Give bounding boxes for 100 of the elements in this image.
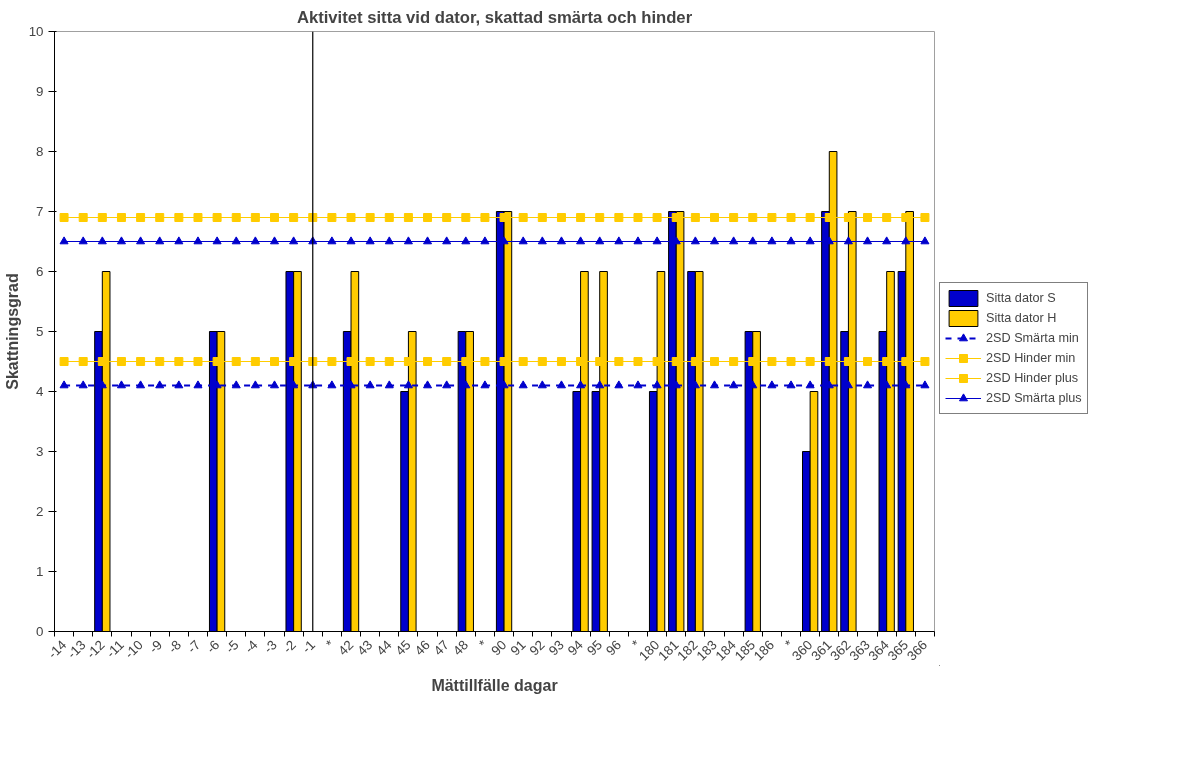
point <box>59 357 69 366</box>
point <box>786 236 796 245</box>
point <box>270 236 279 245</box>
point <box>480 380 490 389</box>
point <box>116 357 126 366</box>
point <box>786 213 796 222</box>
legend-label: 2SD Hinder plus <box>986 371 1079 385</box>
point <box>193 213 203 222</box>
point <box>97 236 107 245</box>
y-tick-label: 5 <box>36 324 44 339</box>
point <box>614 380 624 389</box>
point <box>920 236 930 245</box>
point <box>556 236 566 245</box>
point <box>614 357 624 366</box>
point <box>327 236 337 245</box>
point <box>863 236 873 245</box>
point <box>556 357 566 366</box>
point <box>116 380 126 389</box>
y-tick-label: 7 <box>36 204 44 219</box>
point <box>270 380 279 389</box>
legend-label: 2SD Hinder min <box>986 351 1076 365</box>
point <box>633 380 643 389</box>
chart-title: Aktivitet sitta vid dator, skattad smärta och hinder <box>296 7 693 27</box>
x-tick-label: -6 <box>203 637 223 657</box>
point <box>710 380 719 389</box>
point <box>155 213 165 222</box>
x-tick-label: 48 <box>450 637 472 659</box>
point <box>365 357 375 366</box>
point <box>710 213 719 222</box>
y-tick-label: 10 <box>28 24 44 39</box>
point <box>174 213 184 222</box>
point <box>652 236 662 245</box>
x-tick-label: 44 <box>373 636 395 659</box>
point <box>78 236 88 245</box>
x-tick-label: -8 <box>165 637 185 657</box>
point <box>901 236 911 245</box>
point <box>212 236 222 245</box>
x-tick-label: * <box>629 637 644 652</box>
x-tick-label: -14 <box>45 636 70 662</box>
point <box>786 357 796 366</box>
x-tick-label: * <box>782 637 797 652</box>
point <box>729 236 739 245</box>
point <box>384 357 394 366</box>
point <box>231 357 241 366</box>
point <box>518 213 528 222</box>
x-tick-label: -3 <box>260 637 280 657</box>
point <box>231 380 241 389</box>
point <box>327 380 337 389</box>
point <box>710 357 719 366</box>
point <box>537 213 547 222</box>
point <box>174 357 184 366</box>
point <box>537 357 547 366</box>
point <box>729 213 739 222</box>
point <box>174 236 184 245</box>
point <box>346 213 356 222</box>
point <box>461 236 471 245</box>
point <box>690 236 700 245</box>
point <box>537 236 547 245</box>
y-tick-label: 3 <box>36 444 44 459</box>
point <box>805 213 815 222</box>
point <box>748 236 758 245</box>
point <box>423 213 433 222</box>
point <box>767 213 777 222</box>
point <box>480 357 490 366</box>
point <box>863 213 873 222</box>
point <box>920 357 930 366</box>
x-tick-label: 92 <box>526 637 548 659</box>
legend-label: 2SD Smärta plus <box>986 391 1082 405</box>
point <box>155 236 165 245</box>
point <box>633 357 643 366</box>
point <box>633 213 643 222</box>
point <box>652 213 662 222</box>
x-tick-label: 46 <box>411 637 433 659</box>
point <box>537 380 547 389</box>
point <box>116 236 126 245</box>
point <box>882 213 892 222</box>
point <box>250 236 260 245</box>
point <box>346 236 356 245</box>
x-tick-label: -2 <box>279 637 299 657</box>
point <box>556 380 566 389</box>
point <box>250 213 260 222</box>
point <box>518 357 528 366</box>
point <box>59 236 69 245</box>
x-tick-label: * <box>322 637 338 652</box>
point <box>231 213 241 222</box>
point <box>710 236 719 245</box>
point <box>59 380 69 389</box>
point <box>59 213 69 222</box>
x-axis-title: Mättillfälle dagar <box>431 676 558 694</box>
point <box>480 236 490 245</box>
point <box>423 357 433 366</box>
y-tick-label: 0 <box>36 624 44 639</box>
x-tick-label: 96 <box>603 637 625 659</box>
point <box>518 380 528 389</box>
point <box>384 213 394 222</box>
point <box>556 213 566 222</box>
point <box>595 213 605 222</box>
point <box>805 236 815 245</box>
point <box>97 213 107 222</box>
point <box>289 213 299 222</box>
